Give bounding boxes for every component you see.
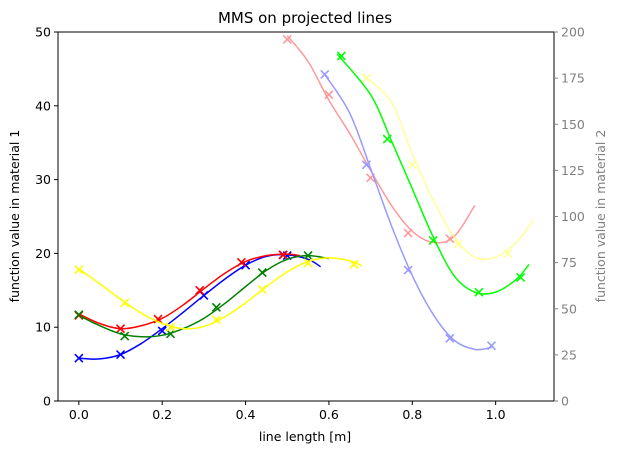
data-point-marker — [445, 234, 455, 244]
series-7 — [336, 51, 530, 297]
data-point-marker — [282, 34, 292, 44]
series-line — [336, 53, 530, 295]
series-line — [286, 35, 476, 244]
data-point-marker — [503, 248, 513, 258]
data-point-marker — [115, 324, 126, 334]
data-point-marker — [516, 272, 526, 282]
data-point-marker — [336, 51, 346, 61]
y-right-tick-label: 200 — [561, 25, 585, 40]
data-point-marker — [403, 265, 413, 275]
data-point-marker — [165, 322, 176, 332]
series-line — [78, 253, 321, 360]
x-tick-label: 0.6 — [319, 407, 339, 422]
data-point-marker — [74, 265, 84, 275]
series-line — [324, 74, 492, 351]
y-axis-left-label: function value in material 1 — [7, 130, 22, 303]
series-2 — [74, 250, 300, 334]
data-point-marker — [157, 326, 167, 336]
data-point-marker — [324, 90, 334, 100]
y-left-tick-label: 50 — [35, 25, 51, 40]
data-point-marker — [165, 329, 176, 339]
data-point-marker — [428, 235, 438, 246]
data-point-marker — [303, 251, 313, 261]
data-point-marker — [211, 302, 221, 312]
data-point-marker — [303, 258, 313, 268]
y-right-tick-label: 50 — [561, 301, 577, 316]
x-tick-label: 0.2 — [152, 407, 172, 422]
series-line — [78, 254, 330, 338]
data-point-marker — [349, 259, 359, 270]
series-line — [78, 257, 363, 330]
series-6 — [320, 69, 497, 351]
data-point-marker — [486, 341, 497, 351]
x-tick-label: 0.0 — [69, 407, 89, 422]
data-point-marker — [278, 250, 288, 260]
data-point-marker — [115, 349, 126, 360]
y-right-tick-label: 175 — [561, 71, 585, 86]
series-line — [361, 73, 534, 261]
y-right-tick-label: 0 — [561, 394, 569, 409]
y-left-tick-label: 40 — [35, 98, 51, 113]
data-point-marker — [195, 285, 205, 295]
y-right-tick-label: 75 — [561, 255, 577, 270]
data-point-marker — [320, 69, 330, 80]
chart-title: MMS on projected lines — [218, 9, 392, 27]
y-right-tick-label: 125 — [561, 163, 585, 178]
data-point-marker — [74, 353, 84, 363]
y-axis-left: 0 10 20 30 40 50 — [35, 25, 58, 409]
y-right-tick-label: 100 — [561, 209, 585, 224]
x-tick-label: 0.8 — [402, 407, 422, 422]
y-left-tick-label: 30 — [35, 172, 51, 187]
x-axis: 0.0 0.2 0.4 0.6 0.8 1.0 — [69, 401, 506, 422]
data-point-marker — [120, 331, 130, 341]
y-axis-right: 0 25 50 75 100 125 150 175 200 — [554, 25, 585, 409]
data-point-marker — [257, 284, 267, 295]
series-5 — [282, 34, 476, 244]
data-point-marker — [403, 228, 413, 238]
data-point-marker — [74, 310, 84, 320]
data-point-marker — [382, 134, 392, 144]
data-point-marker — [236, 257, 246, 267]
x-axis-label: line length [m] — [259, 429, 351, 444]
plot-frame — [57, 31, 555, 402]
series-1 — [74, 250, 321, 363]
x-tick-label: 0.4 — [236, 407, 256, 422]
plot-marks — [74, 34, 534, 363]
y-left-tick-label: 0 — [43, 394, 51, 409]
data-point-marker — [361, 73, 372, 83]
data-point-marker — [120, 298, 130, 308]
data-point-marker — [407, 160, 417, 170]
y-left-tick-label: 20 — [35, 246, 51, 261]
series-3 — [74, 251, 330, 341]
series-line — [78, 253, 300, 330]
y-right-tick-label: 25 — [561, 347, 577, 362]
data-point-marker — [474, 287, 484, 297]
data-point-marker — [153, 314, 163, 324]
x-tick-label: 1.0 — [486, 407, 506, 422]
series-8 — [361, 73, 534, 261]
data-point-marker — [361, 160, 372, 170]
data-point-marker — [445, 333, 455, 343]
data-point-marker — [453, 239, 463, 249]
y-right-tick-label: 150 — [561, 117, 585, 132]
data-point-marker — [257, 268, 267, 278]
series-4 — [74, 257, 363, 332]
y-left-tick-label: 10 — [35, 320, 51, 335]
data-point-marker — [211, 315, 221, 325]
y-axis-right-label: function value in material 2 — [593, 130, 608, 303]
